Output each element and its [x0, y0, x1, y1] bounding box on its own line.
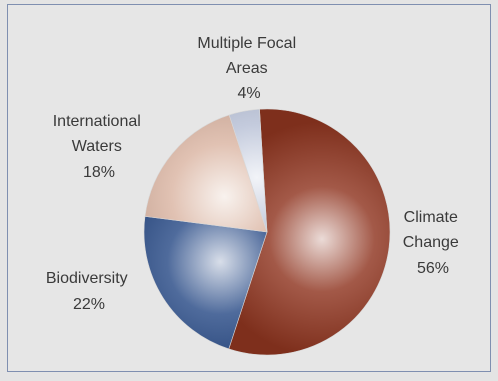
slice-label-international-waters: International Waters 18% — [53, 113, 146, 181]
slice-label-multiple-focal-areas: Multiple Focal Areas 4% — [197, 35, 300, 102]
slice-label-climate-change: Climate Change 56% — [403, 209, 464, 277]
pie-slice-biodiversity — [143, 216, 268, 350]
pie-slice-international-waters — [144, 114, 268, 233]
pie-labels: Climate Change 56% Biodiversity 22% Inte… — [46, 35, 464, 313]
pie-slice-multiple-focal-areas — [228, 108, 268, 233]
pie-slice-climate-change — [228, 108, 391, 356]
pie-slices — [143, 108, 391, 356]
slice-label-biodiversity: Biodiversity 22% — [46, 270, 132, 313]
